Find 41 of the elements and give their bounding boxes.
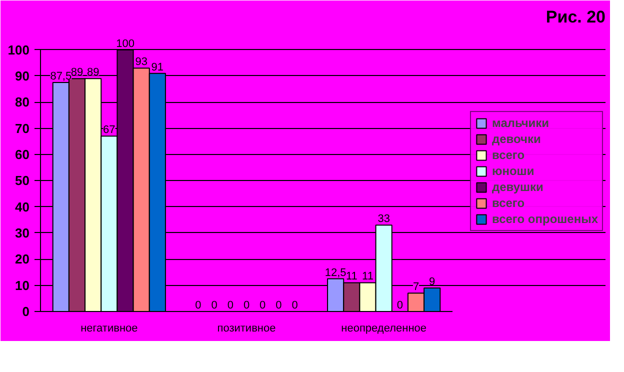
legend-label: девочки [492,132,541,146]
y-tick-label: 100 [8,42,30,58]
x-tick-label: неопределенное [341,322,427,334]
y-tick-label: 20 [15,252,30,267]
data-label: 0 [292,300,298,312]
data-label: 0 [227,300,234,312]
data-label: 7 [412,281,420,294]
data-label: 87,5 [50,70,72,83]
data-label: 33 [378,213,390,226]
data-label: 0 [276,300,282,312]
x-tick-label: негативное [80,322,138,334]
data-label: 0 [260,300,266,312]
data-label: 0 [195,300,202,312]
data-label: 67 [103,124,116,136]
text: Рис. 20 [546,8,606,26]
data-label: 91 [151,61,164,74]
y-tick-label: 60 [15,146,30,162]
data-label: 93 [135,56,148,68]
data-label: 9 [429,276,436,288]
data-label: 0 [243,300,250,312]
legend-label: всего [492,196,525,210]
y-tick-label: 90 [15,68,30,84]
data-label: 12,5 [324,266,346,279]
legend-label: юноши [492,164,534,178]
legend-label: всего опрошеных [492,212,598,226]
data-label: 11 [346,270,358,283]
data-label: 100 [116,38,134,50]
y-tick-label: 70 [15,120,30,136]
legend-label: девушки [492,180,544,194]
y-tick-label: 30 [15,225,30,240]
data-label: 0 [211,300,218,312]
data-label: 11 [362,270,374,283]
y-tick-label: 80 [15,94,30,110]
y-tick-label: 40 [15,199,30,214]
legend-label: мальчики [492,116,550,130]
y-tick-label: 50 [15,173,30,188]
y-tick-label: 10 [15,278,30,293]
y-tick-label: 0 [22,304,30,319]
data-label: 0 [396,300,403,312]
x-tick-label: позитивное [217,322,276,334]
legend-label: всего [492,148,525,162]
